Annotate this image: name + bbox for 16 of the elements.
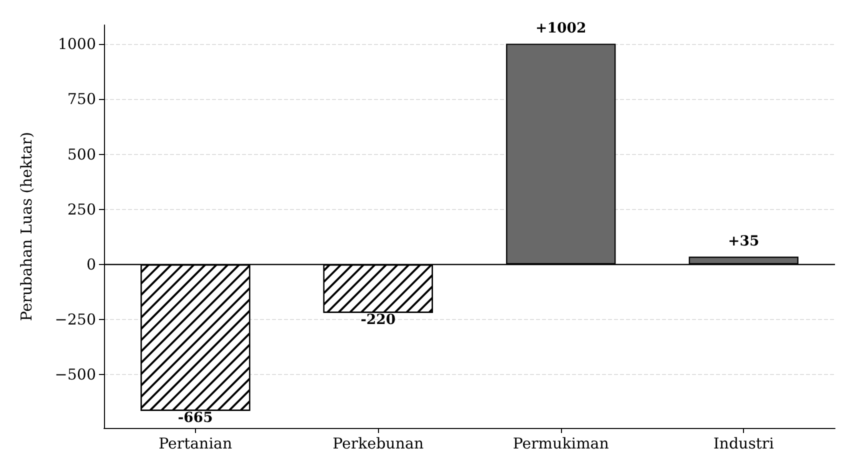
data-label: -220: [360, 312, 396, 328]
x-tick-label: Perkebunan: [332, 434, 424, 452]
y-tick-label: 250: [67, 200, 96, 218]
x-tick-label: Industri: [713, 434, 774, 452]
y-tick-label: 1000: [58, 35, 96, 54]
y-tick-label: −250: [54, 310, 96, 328]
data-label: -665: [178, 410, 213, 426]
y-axis-title: Perubahan Luas (hektar): [18, 132, 36, 322]
data-label: +35: [728, 234, 760, 250]
y-tick-label: 750: [67, 90, 96, 108]
y-tick-label: −500: [54, 365, 96, 384]
y-tick-label: 500: [67, 145, 96, 164]
x-tick-label: Pertanian: [158, 434, 232, 452]
x-tick-label: Permukiman: [512, 434, 610, 452]
data-label: +1002: [536, 20, 586, 37]
y-tick-label: 0: [86, 255, 96, 274]
